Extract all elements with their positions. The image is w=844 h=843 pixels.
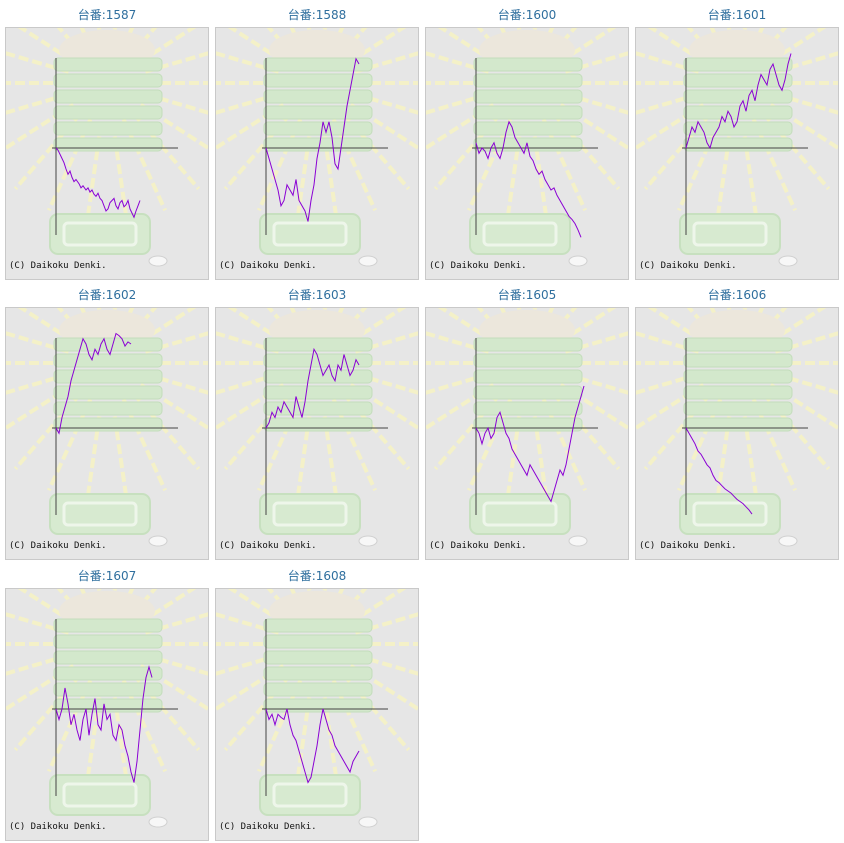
machine-number-link[interactable]: 台番:1587 <box>77 8 137 22</box>
copyright-text: (C) Daikoku Denki. <box>9 261 107 271</box>
slump-graph[interactable]: (C) Daikoku Denki. <box>635 307 839 560</box>
slump-line <box>55 147 141 219</box>
slump-line <box>685 53 792 150</box>
slump-graph[interactable]: (C) Daikoku Denki. <box>215 588 419 841</box>
graph-cell: 台番:1601 (C) Daikoku Denki. <box>635 3 839 280</box>
background-art <box>426 308 628 547</box>
slump-graph[interactable]: (C) Daikoku Denki. <box>5 307 209 560</box>
slump-graph[interactable]: (C) Daikoku Denki. <box>215 307 419 560</box>
slump-graph[interactable]: (C) Daikoku Denki. <box>5 588 209 841</box>
background-art <box>6 589 208 828</box>
machine-number-link[interactable]: 台番:1608 <box>287 569 347 583</box>
background-art <box>636 28 838 267</box>
copyright-text: (C) Daikoku Denki. <box>429 261 527 271</box>
copyright-text: (C) Daikoku Denki. <box>9 541 107 551</box>
graph-cell: 台番:1606 (C) Daikoku Denki. <box>635 283 839 560</box>
background-art <box>6 28 208 267</box>
copyright-text: (C) Daikoku Denki. <box>219 541 317 551</box>
graph-cell: 台番:1602 (C) Daikoku Denki. <box>5 283 209 560</box>
graph-cell: 台番:1587 (C) Daikoku Denki. <box>5 3 209 280</box>
slump-line <box>265 347 360 429</box>
machine-number-link[interactable]: 台番:1602 <box>77 288 137 302</box>
slump-line <box>475 385 585 503</box>
slump-graph[interactable]: (C) Daikoku Denki. <box>425 27 629 280</box>
machine-number-link[interactable]: 台番:1601 <box>707 8 767 22</box>
background-art <box>216 28 418 267</box>
graph-cell: 台番:1605 (C) Daikoku Denki. <box>425 283 629 560</box>
graph-cell: 台番:1603 (C) Daikoku Denki. <box>215 283 419 560</box>
background-art <box>426 28 628 267</box>
copyright-text: (C) Daikoku Denki. <box>639 261 737 271</box>
graph-cell: 台番:1588 (C) Daikoku Denki. <box>215 3 419 280</box>
machine-number-link[interactable]: 台番:1603 <box>287 288 347 302</box>
machine-number-link[interactable]: 台番:1605 <box>497 288 557 302</box>
copyright-text: (C) Daikoku Denki. <box>429 541 527 551</box>
slump-line <box>55 332 132 435</box>
copyright-text: (C) Daikoku Denki. <box>9 822 107 832</box>
background-art <box>6 308 208 547</box>
slump-graph[interactable]: (C) Daikoku Denki. <box>215 27 419 280</box>
background-art <box>216 308 418 547</box>
slump-line <box>55 665 153 783</box>
graph-cell: 台番:1608 (C) Daikoku Denki. <box>215 564 419 841</box>
graph-cell: 台番:1600 (C) Daikoku Denki. <box>425 3 629 280</box>
background-art <box>216 589 418 828</box>
machine-number-link[interactable]: 台番:1600 <box>497 8 557 22</box>
slump-line <box>685 427 753 515</box>
graph-cell: 台番:1607 (C) Daikoku Denki. <box>5 564 209 841</box>
machine-number-link[interactable]: 台番:1588 <box>287 8 347 22</box>
slump-line <box>265 708 360 784</box>
slump-graph[interactable]: (C) Daikoku Denki. <box>425 307 629 560</box>
slump-graph[interactable]: (C) Daikoku Denki. <box>635 27 839 280</box>
machine-number-link[interactable]: 台番:1607 <box>77 569 137 583</box>
slump-line <box>265 57 360 222</box>
copyright-text: (C) Daikoku Denki. <box>219 261 317 271</box>
machine-number-link[interactable]: 台番:1606 <box>707 288 767 302</box>
background-art <box>636 308 838 547</box>
slump-line <box>475 120 582 238</box>
slump-graph[interactable]: (C) Daikoku Denki. <box>5 27 209 280</box>
copyright-text: (C) Daikoku Denki. <box>219 822 317 832</box>
copyright-text: (C) Daikoku Denki. <box>639 541 737 551</box>
